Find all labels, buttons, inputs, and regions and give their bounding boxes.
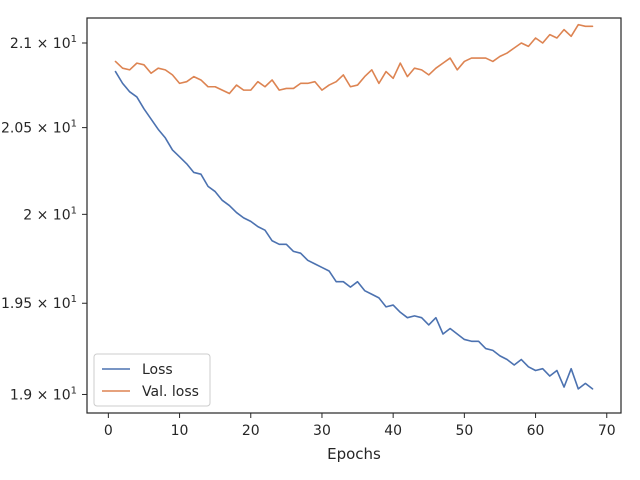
y-tick-label: 2.1 × 101: [10, 34, 77, 52]
legend-label: Val. loss: [142, 384, 199, 400]
x-tick-label: 70: [598, 423, 616, 439]
plot-frame: [86, 17, 622, 414]
x-tick-label: 0: [104, 423, 113, 439]
x-axis-label: Epochs: [327, 445, 381, 463]
series-line-loss: [114, 70, 594, 390]
y-tick-label: 1.9 × 101: [10, 385, 77, 403]
ticks-layer: 0 10 20 30 40 50 60 70 1.9 × 101 1.95 × 101 2 × 10…: [1, 34, 616, 439]
series-line-val-loss: [114, 23, 594, 95]
legend-label: Loss: [142, 362, 173, 378]
series-layer: [114, 23, 594, 390]
x-tick-label: 50: [455, 423, 473, 439]
y-tick-label: 2 × 101: [23, 205, 77, 223]
y-tick-label: 1.95 × 101: [1, 294, 77, 312]
plot-area: [87, 18, 621, 413]
y-tick-label: 2.05 × 101: [1, 119, 77, 137]
x-tick-label: 10: [171, 423, 189, 439]
legend-box: [93, 353, 211, 407]
x-tick-label: 60: [527, 423, 545, 439]
legend: Loss Val. loss: [93, 353, 211, 407]
x-tick-label: 30: [313, 423, 331, 439]
x-tick-label: 40: [384, 423, 402, 439]
x-tick-label: 20: [242, 423, 260, 439]
